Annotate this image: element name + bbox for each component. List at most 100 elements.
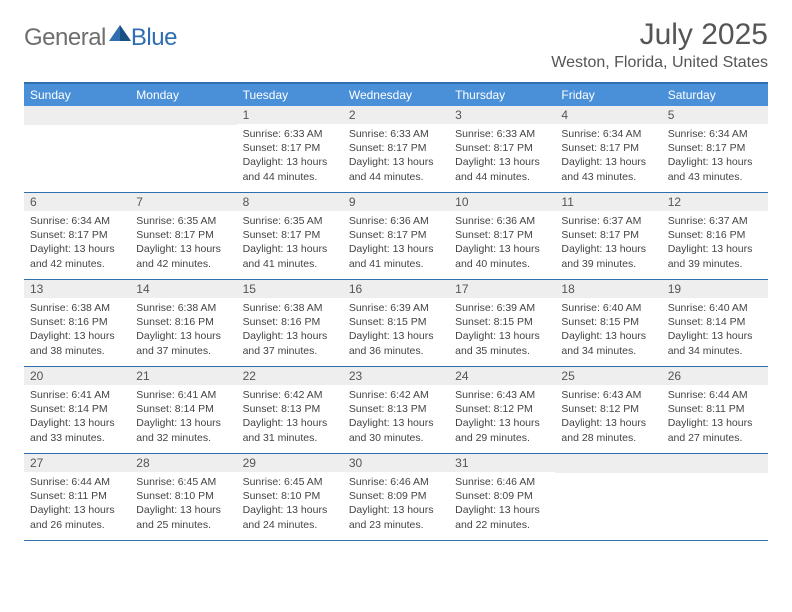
day-number: 8 bbox=[237, 193, 343, 211]
sunrise-text: Sunrise: 6:36 AM bbox=[455, 214, 549, 228]
sunset-text: Sunset: 8:17 PM bbox=[349, 228, 443, 242]
daylight-text: Daylight: 13 hours and 44 minutes. bbox=[349, 155, 443, 183]
sunrise-text: Sunrise: 6:35 AM bbox=[136, 214, 230, 228]
day-number: 23 bbox=[343, 367, 449, 385]
day-cell: 14Sunrise: 6:38 AMSunset: 8:16 PMDayligh… bbox=[130, 280, 236, 366]
daylight-text: Daylight: 13 hours and 44 minutes. bbox=[455, 155, 549, 183]
day-number: 7 bbox=[130, 193, 236, 211]
daylight-text: Daylight: 13 hours and 23 minutes. bbox=[349, 503, 443, 531]
day-content: Sunrise: 6:37 AMSunset: 8:16 PMDaylight:… bbox=[662, 211, 768, 277]
day-cell: 26Sunrise: 6:44 AMSunset: 8:11 PMDayligh… bbox=[662, 367, 768, 453]
sunset-text: Sunset: 8:17 PM bbox=[455, 228, 549, 242]
day-content: Sunrise: 6:44 AMSunset: 8:11 PMDaylight:… bbox=[662, 385, 768, 451]
sunrise-text: Sunrise: 6:44 AM bbox=[30, 475, 124, 489]
sunset-text: Sunset: 8:17 PM bbox=[349, 141, 443, 155]
day-content: Sunrise: 6:35 AMSunset: 8:17 PMDaylight:… bbox=[130, 211, 236, 277]
day-cell: 22Sunrise: 6:42 AMSunset: 8:13 PMDayligh… bbox=[237, 367, 343, 453]
week-row: 1Sunrise: 6:33 AMSunset: 8:17 PMDaylight… bbox=[24, 106, 768, 193]
daylight-text: Daylight: 13 hours and 35 minutes. bbox=[455, 329, 549, 357]
sunrise-text: Sunrise: 6:45 AM bbox=[136, 475, 230, 489]
sunrise-text: Sunrise: 6:39 AM bbox=[455, 301, 549, 315]
day-cell: 19Sunrise: 6:40 AMSunset: 8:14 PMDayligh… bbox=[662, 280, 768, 366]
daylight-text: Daylight: 13 hours and 30 minutes. bbox=[349, 416, 443, 444]
day-cell: 9Sunrise: 6:36 AMSunset: 8:17 PMDaylight… bbox=[343, 193, 449, 279]
day-content: Sunrise: 6:40 AMSunset: 8:15 PMDaylight:… bbox=[555, 298, 661, 364]
sunset-text: Sunset: 8:14 PM bbox=[30, 402, 124, 416]
day-number: 12 bbox=[662, 193, 768, 211]
sunrise-text: Sunrise: 6:33 AM bbox=[349, 127, 443, 141]
sunrise-text: Sunrise: 6:44 AM bbox=[668, 388, 762, 402]
daylight-text: Daylight: 13 hours and 41 minutes. bbox=[349, 242, 443, 270]
day-number: 14 bbox=[130, 280, 236, 298]
day-cell: 11Sunrise: 6:37 AMSunset: 8:17 PMDayligh… bbox=[555, 193, 661, 279]
day-cell: 23Sunrise: 6:42 AMSunset: 8:13 PMDayligh… bbox=[343, 367, 449, 453]
day-number: 18 bbox=[555, 280, 661, 298]
sunrise-text: Sunrise: 6:41 AM bbox=[136, 388, 230, 402]
day-cell: 12Sunrise: 6:37 AMSunset: 8:16 PMDayligh… bbox=[662, 193, 768, 279]
day-number: 22 bbox=[237, 367, 343, 385]
day-cell: 6Sunrise: 6:34 AMSunset: 8:17 PMDaylight… bbox=[24, 193, 130, 279]
day-cell: 30Sunrise: 6:46 AMSunset: 8:09 PMDayligh… bbox=[343, 454, 449, 540]
location-text: Weston, Florida, United States bbox=[551, 54, 768, 72]
sunset-text: Sunset: 8:13 PM bbox=[243, 402, 337, 416]
daylight-text: Daylight: 13 hours and 34 minutes. bbox=[668, 329, 762, 357]
sunrise-text: Sunrise: 6:42 AM bbox=[243, 388, 337, 402]
day-number: 28 bbox=[130, 454, 236, 472]
weekday-header: Wednesday bbox=[343, 84, 449, 106]
sunset-text: Sunset: 8:15 PM bbox=[561, 315, 655, 329]
day-content: Sunrise: 6:41 AMSunset: 8:14 PMDaylight:… bbox=[24, 385, 130, 451]
day-cell bbox=[24, 106, 130, 192]
day-cell: 5Sunrise: 6:34 AMSunset: 8:17 PMDaylight… bbox=[662, 106, 768, 192]
day-cell: 28Sunrise: 6:45 AMSunset: 8:10 PMDayligh… bbox=[130, 454, 236, 540]
day-cell: 18Sunrise: 6:40 AMSunset: 8:15 PMDayligh… bbox=[555, 280, 661, 366]
sunset-text: Sunset: 8:10 PM bbox=[136, 489, 230, 503]
day-cell: 1Sunrise: 6:33 AMSunset: 8:17 PMDaylight… bbox=[237, 106, 343, 192]
day-number: 27 bbox=[24, 454, 130, 472]
weekday-header: Sunday bbox=[24, 84, 130, 106]
empty-day-bar bbox=[24, 106, 130, 125]
sunrise-text: Sunrise: 6:38 AM bbox=[136, 301, 230, 315]
day-number: 21 bbox=[130, 367, 236, 385]
day-number: 17 bbox=[449, 280, 555, 298]
day-cell: 16Sunrise: 6:39 AMSunset: 8:15 PMDayligh… bbox=[343, 280, 449, 366]
day-number: 15 bbox=[237, 280, 343, 298]
daylight-text: Daylight: 13 hours and 44 minutes. bbox=[243, 155, 337, 183]
day-content: Sunrise: 6:33 AMSunset: 8:17 PMDaylight:… bbox=[449, 124, 555, 190]
brand-part2: Blue bbox=[131, 24, 177, 52]
day-content: Sunrise: 6:39 AMSunset: 8:15 PMDaylight:… bbox=[449, 298, 555, 364]
sunset-text: Sunset: 8:16 PM bbox=[668, 228, 762, 242]
day-cell: 31Sunrise: 6:46 AMSunset: 8:09 PMDayligh… bbox=[449, 454, 555, 540]
sunset-text: Sunset: 8:17 PM bbox=[668, 141, 762, 155]
weekday-header: Monday bbox=[130, 84, 236, 106]
day-content: Sunrise: 6:45 AMSunset: 8:10 PMDaylight:… bbox=[237, 472, 343, 538]
daylight-text: Daylight: 13 hours and 43 minutes. bbox=[668, 155, 762, 183]
day-cell bbox=[130, 106, 236, 192]
day-cell: 24Sunrise: 6:43 AMSunset: 8:12 PMDayligh… bbox=[449, 367, 555, 453]
daylight-text: Daylight: 13 hours and 36 minutes. bbox=[349, 329, 443, 357]
daylight-text: Daylight: 13 hours and 24 minutes. bbox=[243, 503, 337, 531]
sunset-text: Sunset: 8:09 PM bbox=[455, 489, 549, 503]
daylight-text: Daylight: 13 hours and 42 minutes. bbox=[30, 242, 124, 270]
day-number: 20 bbox=[24, 367, 130, 385]
day-content: Sunrise: 6:34 AMSunset: 8:17 PMDaylight:… bbox=[555, 124, 661, 190]
daylight-text: Daylight: 13 hours and 42 minutes. bbox=[136, 242, 230, 270]
day-number: 26 bbox=[662, 367, 768, 385]
day-cell: 25Sunrise: 6:43 AMSunset: 8:12 PMDayligh… bbox=[555, 367, 661, 453]
empty-day-bar bbox=[662, 454, 768, 473]
calendar-grid: SundayMondayTuesdayWednesdayThursdayFrid… bbox=[24, 82, 768, 541]
day-cell: 8Sunrise: 6:35 AMSunset: 8:17 PMDaylight… bbox=[237, 193, 343, 279]
week-row: 20Sunrise: 6:41 AMSunset: 8:14 PMDayligh… bbox=[24, 367, 768, 454]
day-cell: 17Sunrise: 6:39 AMSunset: 8:15 PMDayligh… bbox=[449, 280, 555, 366]
day-number: 11 bbox=[555, 193, 661, 211]
weeks-container: 1Sunrise: 6:33 AMSunset: 8:17 PMDaylight… bbox=[24, 106, 768, 541]
sunset-text: Sunset: 8:17 PM bbox=[30, 228, 124, 242]
sunrise-text: Sunrise: 6:34 AM bbox=[561, 127, 655, 141]
day-content: Sunrise: 6:43 AMSunset: 8:12 PMDaylight:… bbox=[449, 385, 555, 451]
day-content: Sunrise: 6:46 AMSunset: 8:09 PMDaylight:… bbox=[449, 472, 555, 538]
weekday-header-row: SundayMondayTuesdayWednesdayThursdayFrid… bbox=[24, 84, 768, 106]
day-number: 30 bbox=[343, 454, 449, 472]
sunrise-text: Sunrise: 6:40 AM bbox=[668, 301, 762, 315]
day-number: 16 bbox=[343, 280, 449, 298]
sunrise-text: Sunrise: 6:46 AM bbox=[455, 475, 549, 489]
sunset-text: Sunset: 8:17 PM bbox=[561, 141, 655, 155]
